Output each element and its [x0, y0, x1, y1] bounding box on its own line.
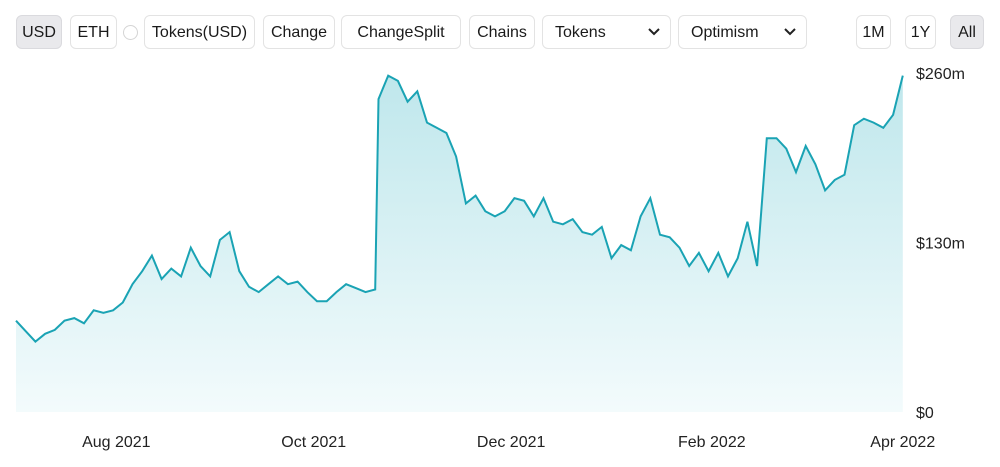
- chevron-down-icon: [648, 28, 660, 36]
- chains-button[interactable]: Chains: [469, 15, 535, 49]
- chevron-down-icon: [784, 28, 796, 36]
- range-1m-button[interactable]: 1M: [856, 15, 891, 49]
- x-tick-label: Oct 2021: [281, 434, 346, 451]
- x-tick-label: Apr 2022: [870, 434, 935, 451]
- x-tick-label: Feb 2022: [678, 434, 746, 451]
- network-dropdown-label: Optimism: [691, 24, 759, 41]
- change-button[interactable]: Change: [263, 15, 335, 49]
- tvl-area-chart: $0 $130m $260m Aug 2021 Oct 2021 Dec 2021 Feb…: [15, 66, 965, 451]
- series-line: [15, 74, 904, 343]
- change-split-button[interactable]: ChangeSplit: [341, 15, 461, 49]
- x-tick-label: Aug 2021: [82, 434, 151, 451]
- currency-eth-button[interactable]: ETH: [70, 15, 117, 49]
- y-axis: $0 $130m $260m: [916, 66, 965, 422]
- tokens-dropdown[interactable]: Tokens: [542, 15, 671, 49]
- tokens-dropdown-label: Tokens: [555, 24, 606, 41]
- currency-usd-button[interactable]: USD: [16, 15, 62, 49]
- x-tick-label: Dec 2021: [477, 434, 546, 451]
- y-tick-label: $0: [916, 405, 934, 422]
- toolbar: USD ETH Tokens(USD) Change ChangeSplit C…: [16, 15, 984, 51]
- tokens-usd-button[interactable]: Tokens(USD): [144, 15, 255, 49]
- area-fill: [16, 75, 903, 412]
- range-all-button[interactable]: All: [950, 15, 984, 49]
- toggle-radio-icon[interactable]: [123, 25, 138, 40]
- y-tick-label: $260m: [916, 66, 965, 83]
- x-axis: Aug 2021 Oct 2021 Dec 2021 Feb 2022 Apr 2022: [82, 434, 935, 451]
- y-tick-label: $130m: [916, 236, 965, 253]
- range-1y-button[interactable]: 1Y: [905, 15, 936, 49]
- network-dropdown[interactable]: Optimism: [678, 15, 807, 49]
